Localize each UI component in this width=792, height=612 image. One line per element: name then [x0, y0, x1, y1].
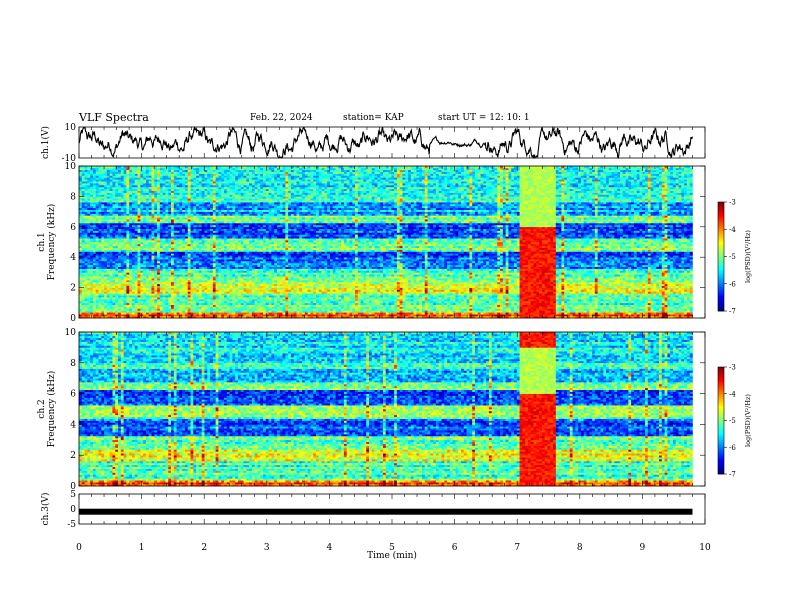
ch1-waveform-line	[79, 128, 693, 157]
x-tick-label: 4	[327, 543, 333, 553]
ch1-spectrogram-colorbar-tick-label: -5	[729, 253, 736, 261]
ch3-ylabel: ch.3(V)	[40, 493, 51, 526]
x-tick-label: 6	[452, 543, 458, 553]
x-tick-label: 0	[76, 543, 82, 553]
ch1-spectrogram-channel-label: ch.1	[37, 232, 47, 251]
ch1-ytick-label: 10	[65, 123, 77, 133]
ch1-spectrogram-ylabel: Frequency (kHz)	[46, 204, 57, 281]
x-axis-label: Time (min)	[367, 550, 417, 561]
ch1-spectrogram-ytick-label: 10	[65, 162, 77, 172]
ch3-ytick-label: 5	[70, 490, 76, 500]
x-tick-label: 9	[640, 543, 646, 553]
ch3-ytick-label: 0	[70, 505, 76, 515]
ch1-spectrogram-colorbar	[718, 202, 724, 311]
ch1-spectrogram-colorbar-tick-label: -4	[729, 226, 736, 234]
ch2-spectrogram-ytick-label: 10	[65, 328, 77, 338]
ch3-ytick-label: -5	[67, 520, 76, 530]
ch1-ylabel: ch.1(V)	[40, 126, 51, 159]
ch1-spectrogram-cells	[79, 166, 693, 318]
ch1-spectrogram-ytick-label: 0	[70, 314, 76, 324]
ch2-spectrogram-colorbar-tick-label: -3	[729, 364, 736, 372]
ch2-spectrogram-colorbar-tick-label: -4	[729, 390, 736, 398]
ch1-spectrogram-ytick-label: 2	[70, 284, 76, 294]
ch2-spectrogram-colorbar-tick-label: -7	[729, 471, 736, 479]
ch2-spectrogram-ylabel: Frequency (kHz)	[46, 371, 57, 448]
ch1-spectrogram-colorbar-tick-label: -3	[729, 199, 736, 207]
ch2-spectrogram-ytick-label: 6	[70, 390, 76, 400]
x-tick-label: 3	[264, 543, 270, 553]
ch1-spectrogram-colorbar-label: log(PSD)(V²/Hz)	[744, 230, 752, 283]
x-tick-label: 1	[139, 543, 145, 553]
vlf-figure: 10-10ch.1(V)0246810Frequency (kHz)ch.1-3…	[0, 0, 792, 612]
ch2-spectrogram-channel-label: ch.2	[37, 399, 47, 418]
ch2-spectrogram-colorbar-tick-label: -6	[729, 444, 736, 452]
x-tick-label: 7	[514, 543, 520, 553]
x-tick-label: 10	[699, 543, 711, 553]
ch1-spectrogram-ytick-label: 4	[70, 253, 76, 263]
ch1-spectrogram-ytick-label: 6	[70, 223, 76, 233]
ch1-spectrogram-ytick-label: 8	[70, 192, 76, 202]
ch2-spectrogram-ytick-label: 8	[70, 359, 76, 369]
ch2-spectrogram-colorbar-label: log(PSD)(V²/Hz)	[744, 394, 752, 447]
ch3-waveform-line	[79, 509, 692, 515]
ch2-spectrogram-ytick-label: 2	[70, 451, 76, 461]
ch1-spectrogram-colorbar-tick-label: -6	[729, 280, 736, 288]
ch1-spectrogram-colorbar-tick-label: -7	[729, 308, 736, 316]
ch2-spectrogram-cells	[79, 332, 693, 486]
x-tick-label: 2	[201, 543, 207, 553]
ch2-spectrogram-colorbar-tick-label: -5	[729, 417, 736, 425]
x-tick-label: 8	[577, 543, 583, 553]
ch2-spectrogram-ytick-label: 4	[70, 420, 76, 430]
ch2-spectrogram-colorbar	[718, 367, 724, 474]
